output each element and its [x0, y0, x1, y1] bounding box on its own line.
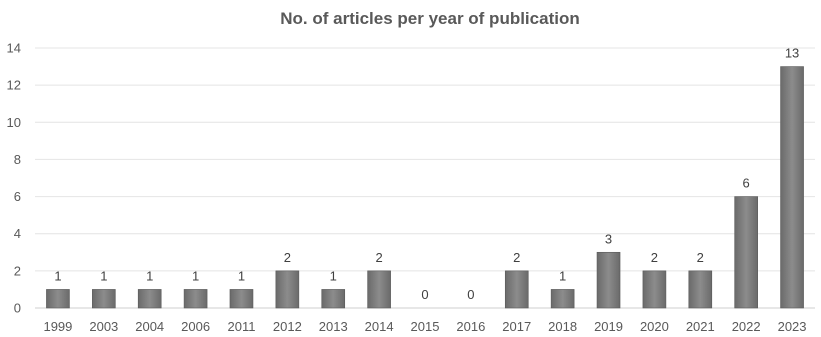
- bar-2018: [550, 289, 575, 309]
- x-tick-label-2013: 2013: [319, 319, 348, 334]
- data-label-2006: 1: [192, 268, 199, 283]
- x-tick-label-2017: 2017: [502, 319, 531, 334]
- x-tick-label-2004: 2004: [135, 319, 164, 334]
- bar-2020: [642, 270, 667, 309]
- data-label-2021: 2: [697, 250, 704, 265]
- bar-2003: [92, 289, 116, 309]
- bar-2006: [183, 289, 208, 309]
- x-tick-label-2014: 2014: [365, 319, 394, 334]
- y-tick-label: 6: [14, 189, 21, 204]
- bar-2013: [321, 289, 346, 309]
- x-tick-label-2023: 2023: [778, 319, 807, 334]
- bar-2011: [229, 289, 254, 309]
- data-label-2004: 1: [146, 268, 153, 283]
- x-tick-label-2019: 2019: [594, 319, 623, 334]
- x-tick-label-2003: 2003: [89, 319, 118, 334]
- data-label-2015: 0: [421, 287, 428, 302]
- y-tick-label: 4: [14, 226, 21, 241]
- bar-2014: [367, 270, 391, 309]
- y-tick-label: 8: [14, 152, 21, 167]
- x-tick-label-2016: 2016: [456, 319, 485, 334]
- bar-2022: [734, 196, 758, 309]
- x-tick-label-2021: 2021: [686, 319, 715, 334]
- y-tick-label: 10: [7, 115, 21, 130]
- bar-2021: [688, 270, 713, 309]
- bars: [46, 66, 804, 309]
- data-label-2020: 2: [651, 250, 658, 265]
- x-tick-label-2022: 2022: [732, 319, 761, 334]
- data-label-2018: 1: [559, 268, 566, 283]
- bar-2017: [504, 270, 529, 309]
- x-tick-label-2018: 2018: [548, 319, 577, 334]
- y-tick-label: 2: [14, 263, 21, 278]
- bar-2012: [275, 270, 300, 309]
- y-tick-label: 12: [7, 78, 21, 93]
- data-label-2012: 2: [284, 250, 291, 265]
- data-label-2022: 6: [743, 176, 750, 191]
- data-label-2003: 1: [100, 268, 107, 283]
- bar-2023: [780, 66, 804, 309]
- x-tick-label-2006: 2006: [181, 319, 210, 334]
- chart-title: No. of articles per year of publication: [280, 9, 579, 28]
- x-tick-label-2011: 2011: [227, 319, 255, 334]
- gridlines: [35, 47, 815, 309]
- data-label-2014: 2: [376, 250, 383, 265]
- x-tick-label-2012: 2012: [273, 319, 302, 334]
- bar-2004: [137, 289, 162, 309]
- data-label-2019: 3: [605, 231, 612, 246]
- bar-2019: [596, 251, 621, 309]
- y-tick-label: 14: [7, 41, 21, 56]
- bar-1999: [46, 289, 70, 309]
- y-tick-label: 0: [14, 301, 21, 316]
- data-label-2011: 1: [238, 268, 245, 283]
- data-label-2023: 13: [785, 46, 799, 61]
- data-label-2016: 0: [467, 287, 474, 302]
- x-axis-ticks: 1999 2003 2004 2006 2011 2012 2013 2014 2015 2016…: [43, 319, 806, 334]
- data-label-2017: 2: [513, 250, 520, 265]
- x-tick-label-1999: 1999: [43, 319, 72, 334]
- x-tick-label-2020: 2020: [640, 319, 669, 334]
- data-label-2013: 1: [330, 268, 337, 283]
- y-axis-ticks: 0 2 4 6 8 10 12 14: [7, 41, 21, 316]
- x-tick-label-2015: 2015: [411, 319, 440, 334]
- data-label-1999: 1: [54, 268, 61, 283]
